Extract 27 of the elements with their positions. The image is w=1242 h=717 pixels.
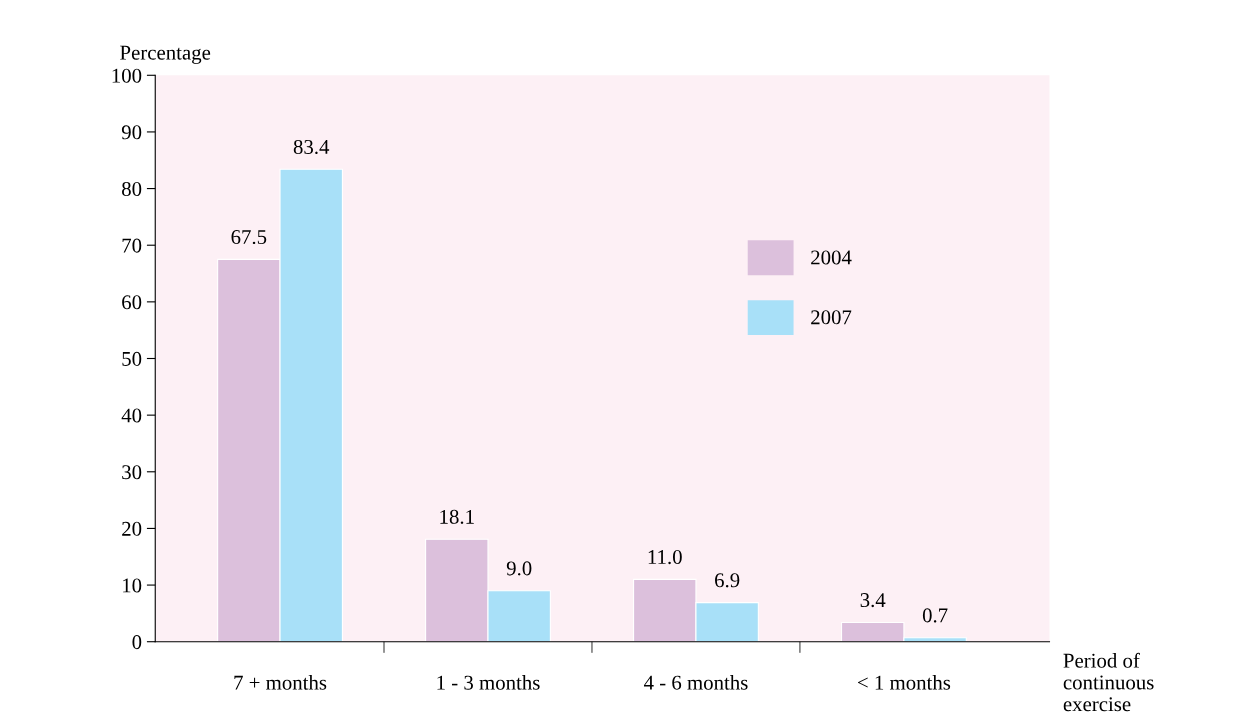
x-tick-label: 1 - 3 months xyxy=(437,675,540,690)
data-label: 9.0 xyxy=(506,561,532,576)
data-label: 0.7 xyxy=(922,608,948,623)
data-label: 11.0 xyxy=(648,550,682,565)
y-axis-title: Percentage xyxy=(120,45,211,64)
data-label: 3.4 xyxy=(860,593,886,608)
y-tick-label: 80 xyxy=(122,181,142,196)
data-label: 18.1 xyxy=(440,509,474,524)
x-tick-label: < 1 months xyxy=(857,675,951,690)
y-tick-label: 30 xyxy=(122,465,142,480)
data-label: 83.4 xyxy=(293,139,330,155)
y-tick-label: 40 xyxy=(121,408,142,423)
legend-label: 2007 xyxy=(811,310,852,325)
y-tick-label: 10 xyxy=(123,578,142,593)
y-tick-label: 20 xyxy=(122,521,142,536)
y-tick-label: 100 xyxy=(112,68,142,83)
y-tick-label: 0 xyxy=(132,635,142,650)
x-tick-label: 4 - 6 months xyxy=(643,675,748,690)
y-tick-label: 60 xyxy=(122,295,142,310)
data-label: 67.5 xyxy=(231,230,267,245)
y-tick-label: 90 xyxy=(121,125,142,140)
x-tick-label: 7 + months xyxy=(234,675,327,690)
legend-label: 2004 xyxy=(811,250,852,265)
y-tick-label: 70 xyxy=(122,238,142,253)
y-tick-label: 50 xyxy=(122,351,142,366)
x-axis-title: Period of continuous exercise xyxy=(1063,652,1154,712)
data-label: 6.9 xyxy=(715,573,740,588)
